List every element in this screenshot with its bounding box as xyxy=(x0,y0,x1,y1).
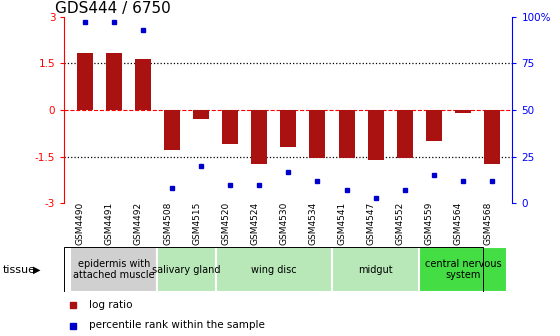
Text: GDS444 / 6750: GDS444 / 6750 xyxy=(55,1,171,16)
Text: ▶: ▶ xyxy=(33,265,40,275)
Text: epidermis with
attached muscle: epidermis with attached muscle xyxy=(73,259,155,281)
Bar xyxy=(339,110,354,158)
Text: tissue: tissue xyxy=(3,265,36,275)
Text: GSM4552: GSM4552 xyxy=(396,202,405,245)
Text: midgut: midgut xyxy=(358,265,393,275)
Text: GSM4530: GSM4530 xyxy=(279,202,288,245)
Bar xyxy=(193,110,209,119)
Text: GSM4492: GSM4492 xyxy=(134,202,143,245)
Text: salivary gland: salivary gland xyxy=(152,265,221,275)
Text: log ratio: log ratio xyxy=(89,299,133,309)
Text: GSM4524: GSM4524 xyxy=(250,202,259,245)
Text: wing disc: wing disc xyxy=(251,265,297,275)
Bar xyxy=(310,110,325,158)
Bar xyxy=(455,110,471,113)
Text: percentile rank within the sample: percentile rank within the sample xyxy=(89,321,265,331)
Text: GSM4520: GSM4520 xyxy=(221,202,230,245)
Bar xyxy=(251,110,267,164)
Bar xyxy=(426,110,442,141)
Bar xyxy=(332,247,419,292)
Bar xyxy=(484,110,500,164)
Text: GSM4490: GSM4490 xyxy=(76,202,85,245)
Bar xyxy=(77,52,93,110)
Text: GSM4515: GSM4515 xyxy=(192,202,201,245)
Bar xyxy=(135,59,151,110)
Bar xyxy=(70,247,157,292)
Text: central nervous
system: central nervous system xyxy=(424,259,501,281)
Text: GSM4508: GSM4508 xyxy=(163,202,172,245)
Text: GSM4491: GSM4491 xyxy=(105,202,114,245)
Text: GSM4534: GSM4534 xyxy=(309,202,318,245)
Text: GSM4547: GSM4547 xyxy=(367,202,376,245)
Bar xyxy=(222,110,238,144)
Bar xyxy=(281,110,296,147)
Bar xyxy=(157,247,216,292)
Text: GSM4564: GSM4564 xyxy=(454,202,463,245)
Bar xyxy=(368,110,384,160)
Text: GSM4568: GSM4568 xyxy=(483,202,492,245)
Text: GSM4541: GSM4541 xyxy=(338,202,347,245)
Bar xyxy=(216,247,332,292)
Bar xyxy=(419,247,507,292)
Bar xyxy=(397,110,413,158)
Bar xyxy=(164,110,180,151)
Text: GSM4559: GSM4559 xyxy=(425,202,434,245)
Bar xyxy=(106,52,122,110)
